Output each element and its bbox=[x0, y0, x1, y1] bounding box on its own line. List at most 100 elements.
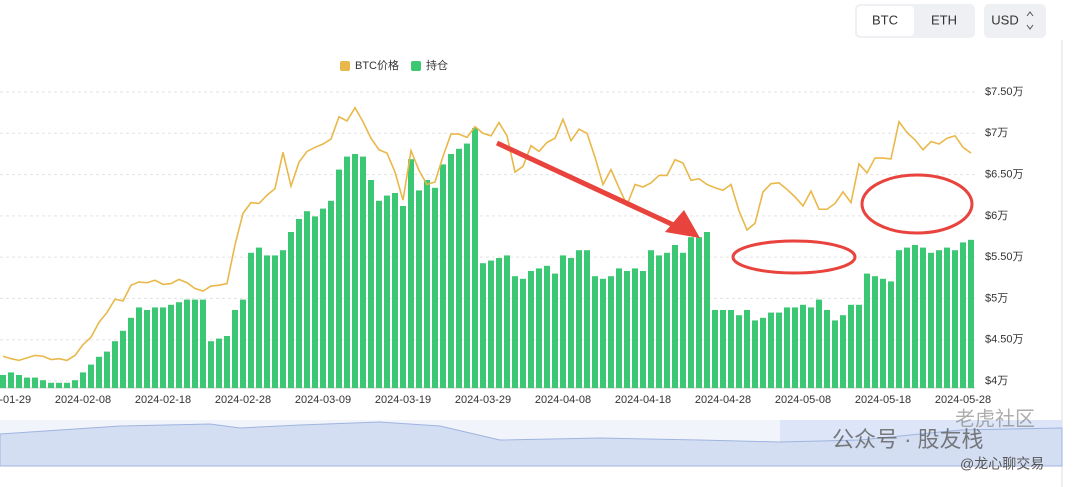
x-tick-label: 2024-05-08 bbox=[775, 394, 831, 406]
bar bbox=[184, 299, 190, 388]
bar bbox=[480, 263, 486, 388]
y-tick-label: $4万 bbox=[985, 375, 1008, 387]
select-icon bbox=[1026, 11, 1034, 30]
y-tick-label: $4.50万 bbox=[985, 334, 1024, 346]
bar bbox=[808, 307, 814, 388]
x-tick-label: 2024-01-29 bbox=[0, 394, 31, 406]
bar bbox=[0, 375, 6, 388]
bar bbox=[376, 200, 382, 388]
watermark: 公众号 · 股友栈 bbox=[832, 427, 984, 452]
bar bbox=[352, 154, 358, 388]
bar bbox=[264, 255, 270, 388]
bar bbox=[488, 260, 494, 388]
bar bbox=[672, 245, 678, 388]
bar bbox=[392, 193, 398, 388]
bar bbox=[136, 307, 142, 388]
annotation-ellipse bbox=[731, 239, 857, 275]
bar bbox=[528, 271, 534, 388]
toggle-label[interactable]: ETH bbox=[931, 12, 957, 27]
bar bbox=[56, 382, 62, 388]
bar bbox=[648, 250, 654, 388]
bar bbox=[288, 232, 294, 388]
bar bbox=[744, 310, 750, 388]
toggle-label: BTC bbox=[872, 12, 898, 27]
x-tick-label: 2024-04-28 bbox=[695, 394, 751, 406]
bar bbox=[952, 250, 958, 388]
bar bbox=[128, 317, 134, 388]
bar bbox=[232, 310, 238, 388]
bar bbox=[592, 276, 598, 388]
bar bbox=[920, 247, 926, 388]
bar bbox=[936, 250, 942, 388]
price-line bbox=[2, 106, 972, 362]
bar bbox=[640, 271, 646, 388]
bar bbox=[544, 265, 550, 388]
bar bbox=[888, 281, 894, 388]
bar bbox=[248, 252, 254, 388]
bar bbox=[272, 255, 278, 388]
watermark: @龙心聊交易 bbox=[960, 456, 1044, 472]
bar bbox=[856, 304, 862, 388]
bar bbox=[928, 252, 934, 388]
bar bbox=[88, 364, 94, 388]
bar bbox=[16, 375, 22, 388]
bar bbox=[552, 273, 558, 388]
x-tick-label: 2024-02-18 bbox=[135, 394, 191, 406]
bar bbox=[944, 247, 950, 388]
bar bbox=[760, 317, 766, 388]
y-tick-label: $6万 bbox=[985, 210, 1008, 222]
bar bbox=[96, 356, 102, 388]
bar bbox=[968, 239, 974, 388]
bar bbox=[632, 268, 638, 388]
annotation-arrowhead bbox=[665, 210, 700, 238]
currency-label: USD bbox=[991, 12, 1018, 27]
bar bbox=[416, 190, 422, 388]
bar bbox=[864, 273, 870, 388]
bar bbox=[704, 232, 710, 388]
bar bbox=[576, 250, 582, 388]
y-tick-label: $7.50万 bbox=[985, 86, 1024, 98]
bar bbox=[104, 351, 110, 388]
bar bbox=[440, 164, 446, 388]
bar bbox=[304, 211, 310, 388]
bar bbox=[256, 247, 262, 388]
bar bbox=[312, 216, 318, 388]
bar bbox=[192, 299, 198, 388]
bar bbox=[296, 219, 302, 388]
bar bbox=[328, 200, 334, 388]
bar bbox=[792, 307, 798, 388]
bar bbox=[112, 341, 118, 388]
bar bbox=[472, 128, 478, 388]
navigator-area bbox=[0, 421, 1063, 467]
bar bbox=[904, 247, 910, 388]
bar bbox=[160, 307, 166, 388]
bar bbox=[872, 276, 878, 388]
annotation-ellipse bbox=[860, 173, 974, 235]
bar bbox=[448, 154, 454, 388]
bar bbox=[728, 310, 734, 388]
bar bbox=[848, 304, 854, 388]
bar bbox=[72, 380, 78, 388]
plot: $4万 $4.50万 $5万 $5.50万 $6万 $6.50万 $7万 $7.50万 2024… bbox=[0, 86, 1024, 406]
bar bbox=[360, 156, 366, 388]
bar bbox=[880, 278, 886, 388]
legend-swatch bbox=[340, 61, 350, 71]
bar bbox=[200, 299, 206, 388]
bar bbox=[240, 299, 246, 388]
bar bbox=[816, 299, 822, 388]
y-tick-label: $7万 bbox=[985, 127, 1008, 139]
bar bbox=[120, 330, 126, 388]
bar bbox=[368, 180, 374, 388]
bar bbox=[64, 382, 70, 388]
legend-swatch bbox=[411, 61, 421, 71]
bar bbox=[584, 250, 590, 388]
bar bbox=[168, 304, 174, 388]
bar bbox=[432, 187, 438, 388]
toggle-btc[interactable] bbox=[857, 6, 914, 36]
bar bbox=[80, 372, 86, 388]
legend-label: BTC价格 bbox=[355, 58, 399, 72]
watermark: 老虎社区 bbox=[955, 407, 1035, 430]
x-tick-label: 2024-04-18 bbox=[615, 394, 671, 406]
bar bbox=[656, 255, 662, 388]
